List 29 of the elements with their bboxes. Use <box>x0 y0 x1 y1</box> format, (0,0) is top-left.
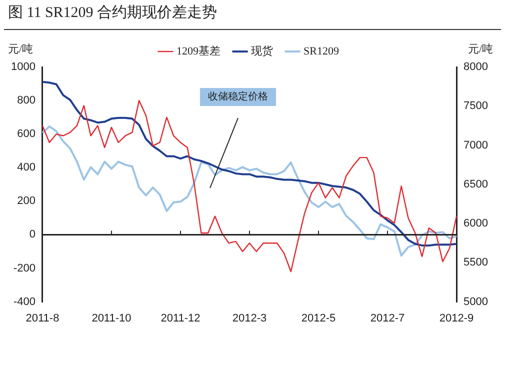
y-tick-label: -400 <box>13 296 36 308</box>
y-tick-label: 0 <box>29 228 36 241</box>
y2-tick-label: 5500 <box>464 256 488 269</box>
y-tick-label: 1000 <box>10 61 36 74</box>
y-tick-label: 400 <box>17 162 36 174</box>
x-tick-label: 2012-3 <box>232 312 267 324</box>
y-tick-label: -200 <box>13 262 36 274</box>
x-tick-label: 2012-5 <box>301 312 336 324</box>
y2-tick-label: 6500 <box>464 178 488 190</box>
y-tick-label: 800 <box>17 94 36 107</box>
y2-tick-label: 5000 <box>464 296 488 308</box>
y2-tick-label: 7500 <box>464 100 488 112</box>
x-tick-label: 2012-7 <box>370 312 405 324</box>
y2-tick-label: 7000 <box>464 139 488 152</box>
x-tick-label: 2011-10 <box>92 312 132 324</box>
legend-label: 现货 <box>251 45 274 58</box>
x-tick-label: 2011-8 <box>26 312 60 324</box>
x-tick-label: 2012-9 <box>439 312 474 324</box>
chart-title: 图 11 SR1209 合约期现价差走势 <box>8 4 218 21</box>
y2-tick-label: 6000 <box>464 218 488 230</box>
y2-tick-label: 8000 <box>464 61 488 74</box>
legend-label: 1209基差 <box>176 44 221 58</box>
y2-axis-title: 元/吨 <box>468 42 494 56</box>
y-axis-title: 元/吨 <box>8 42 33 56</box>
y-tick-label: 200 <box>17 195 36 208</box>
legend-label: SR1209 <box>304 45 340 58</box>
y-tick-label: 600 <box>17 128 36 140</box>
x-tick-label: 2011-12 <box>160 312 200 324</box>
annotation: 收储稳定价格 <box>208 90 268 103</box>
